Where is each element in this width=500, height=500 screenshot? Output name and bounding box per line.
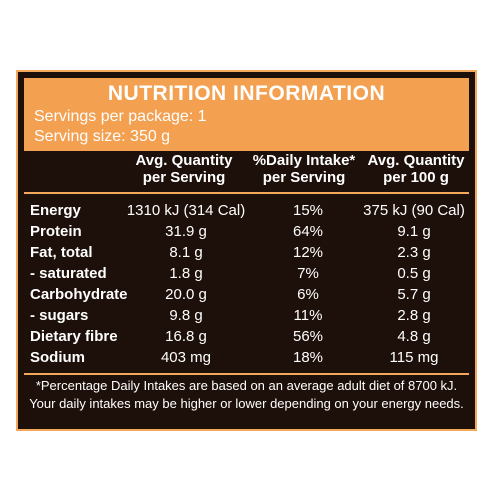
nutrient-row-sugars: - sugars 9.8 g 11% 2.8 g — [24, 305, 469, 326]
daily-intake-value: 15% — [292, 202, 324, 219]
per-serving-value: 1.8 g — [169, 265, 203, 282]
nutrition-header: NUTRITION INFORMATION Servings per packa… — [24, 78, 469, 151]
per-100g-value: 5.7 g — [397, 286, 431, 303]
per-serving-value: 20.0 g — [165, 286, 207, 303]
footnote: *Percentage Daily Intakes are based on a… — [24, 377, 469, 413]
per-serving-value: 403 mg — [160, 349, 212, 366]
column-header-line: per Serving — [142, 169, 226, 186]
nutrient-label: Fat, total — [30, 244, 93, 261]
nutrient-row-protein: Protein 31.9 g 64% 9.1 g — [24, 221, 469, 242]
per-serving-value: 1310 kJ (314 Cal) — [126, 202, 246, 219]
per-serving-value: 31.9 g — [165, 223, 207, 240]
column-header-per-serving: Avg. Quantity per Serving — [118, 152, 250, 186]
daily-intake-value: 11% — [293, 307, 323, 324]
nutrient-label: Dietary fibre — [30, 328, 118, 345]
daily-intake-value: 7% — [297, 265, 319, 282]
column-header-line: Avg. Quantity — [367, 152, 465, 169]
per-100g-value: 2.3 g — [397, 244, 431, 261]
per-100g-value: 4.8 g — [397, 328, 431, 345]
nutrient-label: - saturated — [30, 265, 107, 282]
nutrient-row-sodium: Sodium 403 mg 18% 115 mg — [24, 347, 469, 368]
daily-intake-value: 18% — [292, 349, 324, 366]
per-serving-value: 16.8 g — [165, 328, 207, 345]
nutrition-panel: NUTRITION INFORMATION Servings per packa… — [16, 70, 477, 431]
nutrient-row-carbohydrate: Carbohydrate 20.0 g 6% 5.7 g — [24, 284, 469, 305]
column-header-line: per Serving — [262, 169, 346, 186]
panel-title: NUTRITION INFORMATION — [107, 82, 386, 105]
column-header-line: %Daily Intake* — [252, 152, 356, 169]
daily-intake-value: 56% — [292, 328, 324, 345]
footnote-line: Your daily intakes may be higher or lowe… — [29, 396, 464, 411]
daily-intake-value: 6% — [297, 286, 319, 303]
nutrient-row-energy: Energy 1310 kJ (314 Cal) 15% 375 kJ (90 … — [24, 200, 469, 221]
header-divider — [24, 192, 469, 194]
column-header-line: Avg. Quantity — [135, 152, 233, 169]
per-100g-value: 375 kJ (90 Cal) — [363, 202, 465, 219]
nutrient-label: Energy — [30, 202, 81, 219]
nutrient-label: Sodium — [30, 349, 85, 366]
nutrient-label: Carbohydrate — [30, 286, 128, 303]
nutrient-row-dietary-fibre: Dietary fibre 16.8 g 56% 4.8 g — [24, 326, 469, 347]
serving-size: Serving size: 350 g — [34, 128, 171, 145]
nutrient-row-fat-total: Fat, total 8.1 g 12% 2.3 g — [24, 242, 469, 263]
footnote-line: *Percentage Daily Intakes are based on a… — [35, 378, 458, 393]
column-header-line: per 100 g — [383, 169, 449, 186]
per-100g-value: 2.8 g — [397, 307, 431, 324]
nutrient-row-saturated: - saturated 1.8 g 7% 0.5 g — [24, 263, 469, 284]
per-100g-value: 0.5 g — [397, 265, 431, 282]
column-header-daily-intake: %Daily Intake* per Serving — [246, 152, 362, 186]
daily-intake-value: 12% — [292, 244, 324, 261]
column-header-per-100g: Avg. Quantity per 100 g — [358, 152, 474, 186]
nutrient-label: - sugars — [30, 307, 89, 324]
servings-per-package: Servings per package: 1 — [34, 108, 207, 125]
footer-divider — [24, 373, 469, 375]
nutrient-label: Protein — [30, 223, 82, 240]
per-serving-value: 8.1 g — [169, 244, 203, 261]
per-100g-value: 115 mg — [389, 349, 439, 366]
daily-intake-value: 64% — [292, 223, 324, 240]
per-serving-value: 9.8 g — [169, 307, 203, 324]
per-100g-value: 9.1 g — [397, 223, 431, 240]
